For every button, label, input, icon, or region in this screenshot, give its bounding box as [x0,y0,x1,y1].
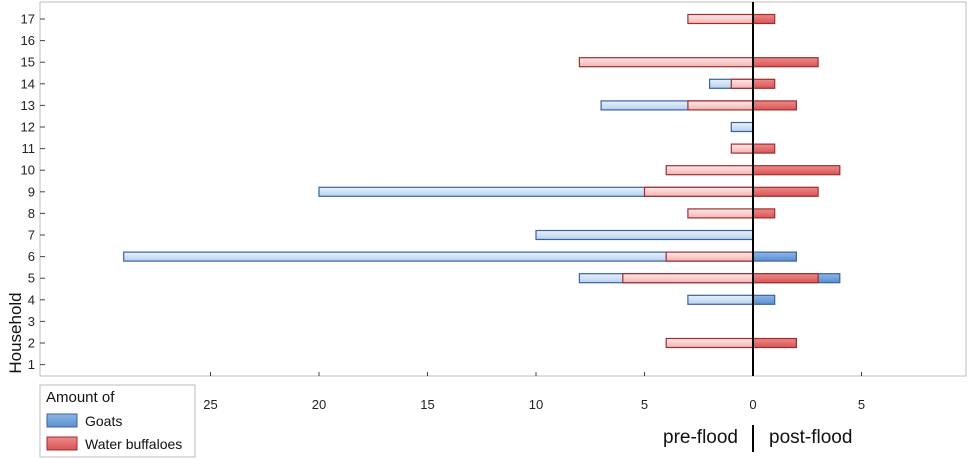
x-tick-label-3: 10 [529,397,543,412]
bar-water-buffaloes-post-9 [752,186,819,197]
bar-goats-post-4 [752,294,776,305]
bar-water-buffaloes-pre-14 [730,78,754,89]
bar-water-buffaloes-post-10 [752,165,841,176]
y-tick-label-13: 13 [21,98,35,113]
bar-water-buffaloes-pre-17 [687,13,754,25]
y-tick-label-15: 15 [21,55,35,70]
bar-water-buffaloes-pre-11 [730,143,754,154]
y-tick-label-17: 17 [21,12,35,27]
legend-title: Amount of [46,389,115,406]
y-tick-label-12: 12 [21,120,35,135]
legend-label-goats: Goats [85,413,122,429]
y-tick-label-4: 4 [28,292,35,307]
y-tick-label-11: 11 [22,141,36,156]
bar-water-buffaloes-post-13 [752,100,798,111]
legend-swatch-water-buffaloes [46,436,78,451]
y-tick-label-5: 5 [28,271,35,286]
y-tick-label-16: 16 [21,33,35,48]
bar-goats-pre-12 [730,121,754,133]
bar-water-buffaloes-pre-5 [622,273,754,284]
bar-water-buffaloes-post-15 [752,57,819,68]
legend: Amount of Goats Water buffaloes [39,384,196,458]
bar-water-buffaloes-pre-13 [687,100,754,111]
bar-water-buffaloes-post-5 [752,273,819,284]
bar-water-buffaloes-post-8 [752,208,776,219]
post-flood-label: post-flood [769,427,852,448]
y-tick-label-10: 10 [21,163,35,178]
bar-goats-pre-6 [123,251,754,262]
bar-goats-pre-7 [535,229,754,241]
x-tick-label-6: 5 [858,397,865,412]
x-tick-label-2: 15 [420,397,434,412]
x-axis: 25 20 15 10 5 0 5 [203,372,865,412]
y-tick-label-14: 14 [21,76,35,91]
bar-water-buffaloes-pre-15 [578,57,754,68]
y-tick-label-9: 9 [28,184,35,199]
bar-water-buffaloes-pre-10 [665,165,754,176]
bar-water-buffaloes-post-14 [752,78,776,89]
bar-water-buffaloes-pre-2 [665,337,754,349]
x-tick-label-5: 0 [749,397,756,412]
bar-goats-post-6 [752,251,798,262]
bar-goats-pre-4 [687,294,754,305]
y-axis-title: Household [6,292,25,373]
x-tick-label-4: 5 [641,397,648,412]
y-tick-label-1: 1 [28,357,35,372]
x-tick-label-1: 20 [312,397,326,412]
y-tick-label-6: 6 [28,249,35,264]
plot-frame [39,1,967,377]
y-tick-label-2: 2 [28,336,35,351]
legend-swatch-goats [46,413,78,428]
pre-flood-label: pre-flood [663,427,738,448]
y-tick-label-7: 7 [28,228,35,243]
y-tick-label-3: 3 [28,314,35,329]
x-tick-label-0: 25 [203,397,217,412]
legend-label-water-buffaloes: Water buffaloes [85,436,182,452]
bar-water-buffaloes-pre-8 [687,208,754,219]
bar-water-buffaloes-pre-9 [643,186,754,197]
bar-water-buffaloes-post-11 [752,143,776,154]
bar-water-buffaloes-post-17 [752,13,776,25]
bar-water-buffaloes-pre-6 [665,251,754,262]
bars-layer [123,13,841,349]
y-tick-label-8: 8 [28,206,35,221]
bar-water-buffaloes-post-2 [752,337,798,349]
